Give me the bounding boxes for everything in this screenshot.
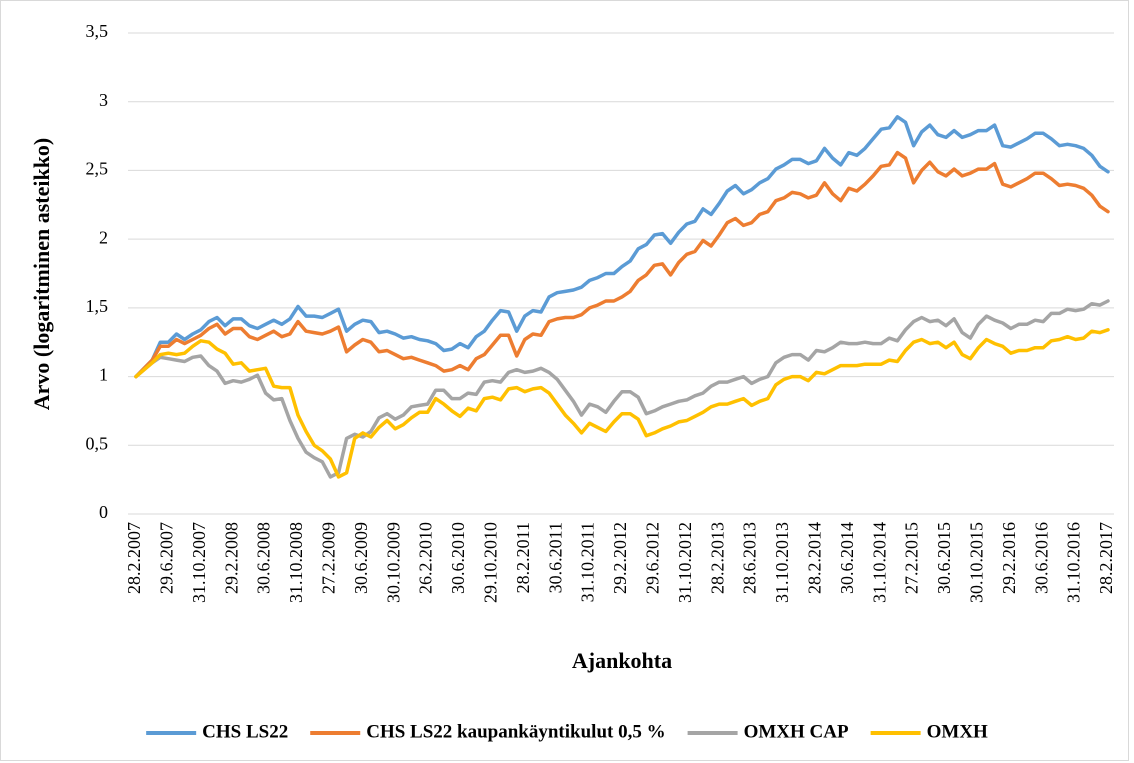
x-tick-label: 28.2.2017 — [1096, 522, 1116, 594]
y-tick-label: 3,5 — [86, 21, 109, 41]
y-axis-title: Arvo (logaritminen asteikko) — [29, 138, 54, 411]
x-tick-label: 30.6.2011 — [545, 522, 565, 593]
x-tick-label: 30.10.2015 — [967, 522, 987, 603]
x-tick-label: 27.2.2009 — [319, 522, 339, 594]
y-tick-label: 1,5 — [86, 296, 109, 316]
legend-label: CHS LS22 — [202, 721, 288, 742]
series-line — [134, 299, 1110, 479]
legend-label: OMXH CAP — [744, 721, 849, 742]
x-tick-label: 29.2.2012 — [610, 522, 630, 594]
x-tick-label: 29.6.2007 — [157, 522, 177, 594]
series-line — [134, 328, 1110, 479]
series-line — [134, 150, 1110, 379]
x-tick-label: 29.10.2010 — [481, 522, 501, 603]
x-tick-label: 31.10.2016 — [1064, 522, 1084, 603]
x-tick-label: 30.6.2009 — [351, 522, 371, 594]
x-tick-label: 28.2.2013 — [707, 522, 727, 594]
x-tick-label: 31.10.2008 — [286, 522, 306, 603]
x-tick-label: 28.2.2011 — [513, 522, 533, 593]
x-tick-label: 26.2.2010 — [416, 522, 436, 594]
y-tick-label: 2,5 — [86, 159, 109, 179]
x-tick-label: 28.2.2014 — [805, 522, 825, 594]
x-tick-label: 30.10.2009 — [383, 522, 403, 603]
x-tick-label: 28.2.2007 — [124, 522, 144, 594]
x-tick-label: 30.6.2016 — [1031, 522, 1051, 594]
x-tick-label: 27.2.2015 — [902, 522, 922, 594]
legend-label: OMXH — [927, 721, 988, 742]
x-tick-label: 29.6.2012 — [643, 522, 663, 594]
series-line — [134, 115, 1110, 379]
x-tick-label: 30.6.2014 — [837, 522, 857, 594]
y-tick-label: 0 — [99, 502, 108, 522]
x-tick-label: 31.10.2014 — [869, 522, 889, 603]
x-tick-label: 31.10.2012 — [675, 522, 695, 603]
y-tick-label: 3 — [99, 90, 108, 110]
x-tick-label: 31.10.2013 — [772, 522, 792, 603]
x-tick-label: 31.10.2011 — [578, 522, 598, 602]
x-axis-title: Ajankohta — [572, 648, 672, 673]
x-tick-label: 29.2.2008 — [221, 522, 241, 594]
x-tick-label: 30.6.2015 — [934, 522, 954, 594]
x-tick-label: 29.2.2016 — [999, 522, 1019, 594]
x-tick-label: 28.6.2013 — [740, 522, 760, 594]
y-tick-label: 2 — [99, 227, 108, 247]
x-tick-label: 30.6.2008 — [254, 522, 274, 594]
y-tick-label: 1 — [99, 365, 108, 385]
x-tick-label: 31.10.2007 — [189, 522, 209, 603]
y-tick-label: 0,5 — [86, 433, 109, 453]
x-tick-label: 30.6.2010 — [448, 522, 468, 594]
legend-label: CHS LS22 kaupankäyntikulut 0,5 % — [366, 721, 665, 742]
